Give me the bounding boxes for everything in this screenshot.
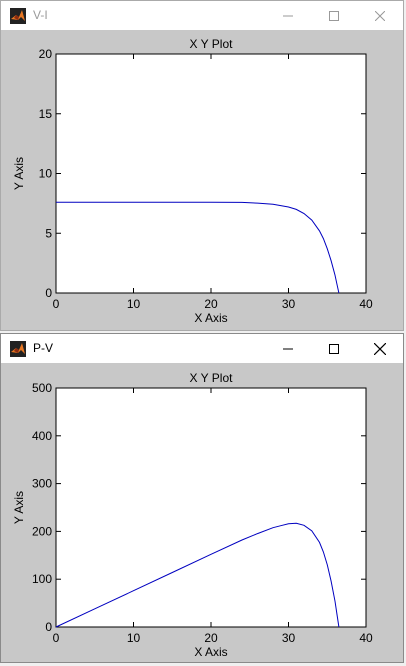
figure-area: X Y Plot 0 10 20 30 40 0 5 10 15 20 X Axis Y Axis <box>1 30 403 330</box>
x-tick-label: 30 <box>282 297 296 311</box>
y-tick-label: 400 <box>32 429 52 443</box>
figure-area: X Y Plot 0 10 20 30 40 0 100 200 300 400 500 X Axis Y… <box>1 363 403 662</box>
window-title: P-V <box>33 341 54 355</box>
maximize-button[interactable] <box>311 1 357 30</box>
window-p-v: P-V X Y Plot 0 10 20 30 40 0 100 200 300 400 500 X A… <box>0 333 404 663</box>
y-tick-label: 500 <box>32 381 52 395</box>
close-button[interactable] <box>357 1 403 30</box>
y-tick-label: 5 <box>45 226 52 240</box>
y-tick-label: 0 <box>45 620 52 634</box>
maximize-icon <box>329 343 339 354</box>
close-icon <box>375 10 385 21</box>
x-tick-label: 20 <box>204 297 218 311</box>
minimize-icon <box>283 348 293 349</box>
x-axis-label: X Axis <box>194 311 227 325</box>
y-tick-label: 20 <box>39 47 53 61</box>
x-tick-label: 20 <box>204 631 218 645</box>
y-tick-label: 200 <box>32 524 52 538</box>
window-title: V-I <box>33 8 48 22</box>
x-tick-label: 0 <box>53 631 60 645</box>
y-tick-label: 15 <box>39 107 53 121</box>
close-icon <box>374 342 386 355</box>
x-axis-label: X Axis <box>194 645 227 659</box>
data-series-line <box>55 522 340 628</box>
window-v-i: V-I X Y Plot 0 10 20 30 40 0 5 10 15 20 X Axis Y Axi… <box>0 0 404 331</box>
x-tick-label: 40 <box>359 297 373 311</box>
y-tick-label: 300 <box>32 477 52 491</box>
plot-title: X Y Plot <box>190 37 234 51</box>
maximize-icon <box>329 10 339 21</box>
minimize-icon <box>283 15 293 16</box>
close-button[interactable] <box>357 334 403 363</box>
x-tick-label: 10 <box>127 297 141 311</box>
title-bar[interactable]: V-I <box>1 1 403 30</box>
plot-title: X Y Plot <box>190 371 234 385</box>
maximize-button[interactable] <box>311 334 357 363</box>
plot-axes-box <box>55 387 367 628</box>
matlab-logo-icon <box>10 341 26 357</box>
minimize-button[interactable] <box>265 1 311 30</box>
x-tick-label: 0 <box>53 297 60 311</box>
minimize-button[interactable] <box>265 334 311 363</box>
data-series-line <box>56 201 340 294</box>
y-axis-label: Y Axis <box>12 157 26 190</box>
y-tick-label: 10 <box>39 167 53 181</box>
x-tick-label: 30 <box>282 631 296 645</box>
y-tick-label: 0 <box>45 286 52 300</box>
y-axis-label: Y Axis <box>12 491 26 524</box>
y-tick-label: 100 <box>32 572 52 586</box>
x-tick-label: 10 <box>127 631 141 645</box>
x-tick-label: 40 <box>359 631 373 645</box>
title-bar[interactable]: P-V <box>1 334 403 363</box>
plot-axes-box <box>55 53 367 294</box>
matlab-logo-icon <box>10 8 26 24</box>
